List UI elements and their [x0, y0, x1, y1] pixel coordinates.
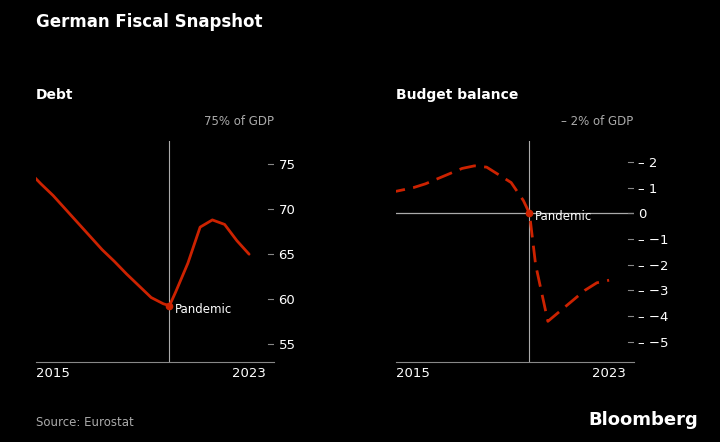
Text: Budget balance: Budget balance: [396, 88, 518, 103]
Text: Debt: Debt: [36, 88, 73, 103]
Text: Pandemic: Pandemic: [534, 210, 592, 223]
Text: Pandemic: Pandemic: [174, 303, 232, 316]
Text: – 2% of GDP: – 2% of GDP: [562, 115, 634, 128]
Text: Bloomberg: Bloomberg: [589, 411, 698, 429]
Text: German Fiscal Snapshot: German Fiscal Snapshot: [36, 13, 263, 31]
Text: 75% of GDP: 75% of GDP: [204, 115, 274, 128]
Text: Source: Eurostat: Source: Eurostat: [36, 416, 134, 429]
